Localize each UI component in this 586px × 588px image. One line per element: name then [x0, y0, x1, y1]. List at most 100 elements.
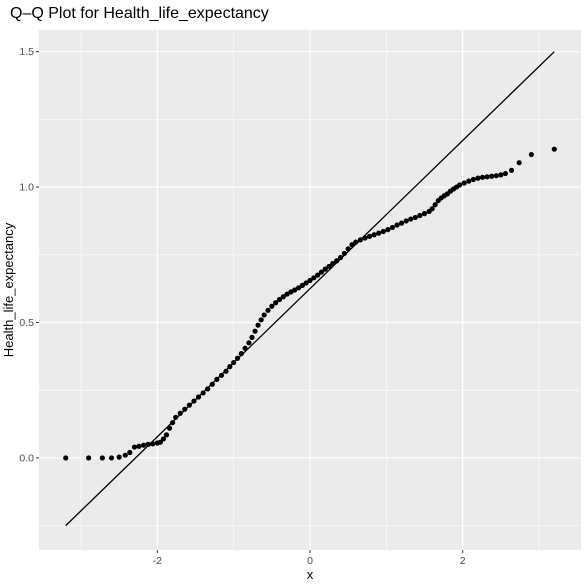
data-point [269, 303, 275, 309]
data-point [498, 172, 504, 178]
data-point [249, 334, 255, 340]
data-point [508, 167, 515, 173]
data-point [195, 394, 202, 400]
data-point [261, 312, 267, 318]
data-point [136, 443, 142, 449]
grid-major [39, 30, 581, 550]
data-point [399, 220, 405, 226]
data-point [173, 414, 179, 420]
data-point [412, 214, 418, 221]
data-point [99, 455, 105, 461]
x-axis-title: x [307, 567, 314, 582]
data-point [307, 277, 313, 284]
data-point [493, 173, 499, 179]
data-point [362, 235, 368, 241]
data-point [231, 359, 237, 366]
data-point [276, 296, 283, 303]
data-point [131, 444, 138, 450]
data-point [466, 178, 472, 184]
data-point [258, 317, 264, 323]
y-tick-label: 0.0 [19, 452, 34, 464]
data-point [234, 355, 241, 361]
data-point [205, 386, 211, 392]
data-point [489, 173, 495, 179]
data-point [122, 452, 128, 458]
data-point [429, 206, 435, 212]
data-point [191, 398, 197, 404]
data-point [295, 285, 302, 291]
data-point [63, 455, 69, 461]
data-point [389, 224, 396, 231]
data-point [252, 328, 258, 334]
chart-title: Q–Q Plot for Health_life_expectancy [10, 5, 269, 22]
data-point [127, 449, 133, 456]
data-point [163, 432, 170, 438]
data-point [417, 212, 423, 219]
y-tick-label: 1.5 [19, 46, 34, 58]
y-axis-title: Health_life_expectancy [1, 222, 16, 357]
x-tick-label: 2 [460, 555, 466, 567]
data-point [280, 294, 286, 300]
data-point [177, 410, 183, 416]
data-point [209, 381, 215, 387]
data-point [140, 442, 147, 448]
data-point [408, 216, 414, 222]
data-point [385, 227, 391, 233]
data-point [366, 233, 373, 239]
data-point [145, 441, 151, 447]
data-point [353, 239, 359, 245]
data-point [166, 425, 173, 431]
data-point [376, 230, 382, 236]
data-point [318, 269, 325, 275]
data-point [265, 307, 271, 313]
data-point [255, 322, 261, 328]
data-point [326, 263, 332, 270]
data-point [169, 420, 176, 426]
data-point [349, 242, 355, 248]
data-point [311, 275, 317, 281]
y-tick-label: 1.0 [19, 182, 34, 194]
data-point [341, 250, 347, 257]
data-point [528, 151, 534, 158]
data-point [303, 280, 309, 286]
data-point [475, 175, 481, 181]
data-point [394, 222, 400, 228]
data-point [432, 202, 438, 208]
data-point [108, 455, 115, 461]
data-point [218, 372, 225, 378]
data-point [242, 345, 248, 351]
data-point [371, 232, 377, 238]
data-point [186, 402, 192, 408]
data-point [461, 180, 467, 186]
data-point [334, 258, 340, 264]
y-axis: 0.0 0.5 1.0 1.5 [19, 46, 39, 464]
data-point [502, 170, 509, 177]
x-tick-label: 0 [307, 555, 313, 567]
data-point [273, 300, 279, 306]
data-point [322, 266, 328, 272]
data-point [551, 146, 557, 152]
data-point [421, 211, 428, 217]
data-point [357, 237, 363, 243]
y-tick-label: 0.5 [19, 317, 34, 329]
data-point [214, 376, 220, 382]
x-tick-label: -2 [153, 555, 162, 567]
x-axis: -2 0 2 [153, 550, 466, 567]
data-point [337, 254, 344, 261]
data-point [160, 436, 167, 442]
data-point [157, 439, 163, 445]
data-point [200, 390, 206, 396]
data-point [484, 174, 490, 180]
data-point [330, 260, 336, 267]
data-point [516, 160, 522, 166]
data-point [223, 368, 229, 374]
data-point [86, 455, 92, 461]
data-point [380, 228, 386, 235]
data-point [246, 340, 252, 346]
data-point [182, 406, 188, 412]
data-point [470, 176, 476, 183]
data-point [479, 174, 486, 180]
data-point [315, 272, 321, 278]
data-point [403, 218, 409, 224]
